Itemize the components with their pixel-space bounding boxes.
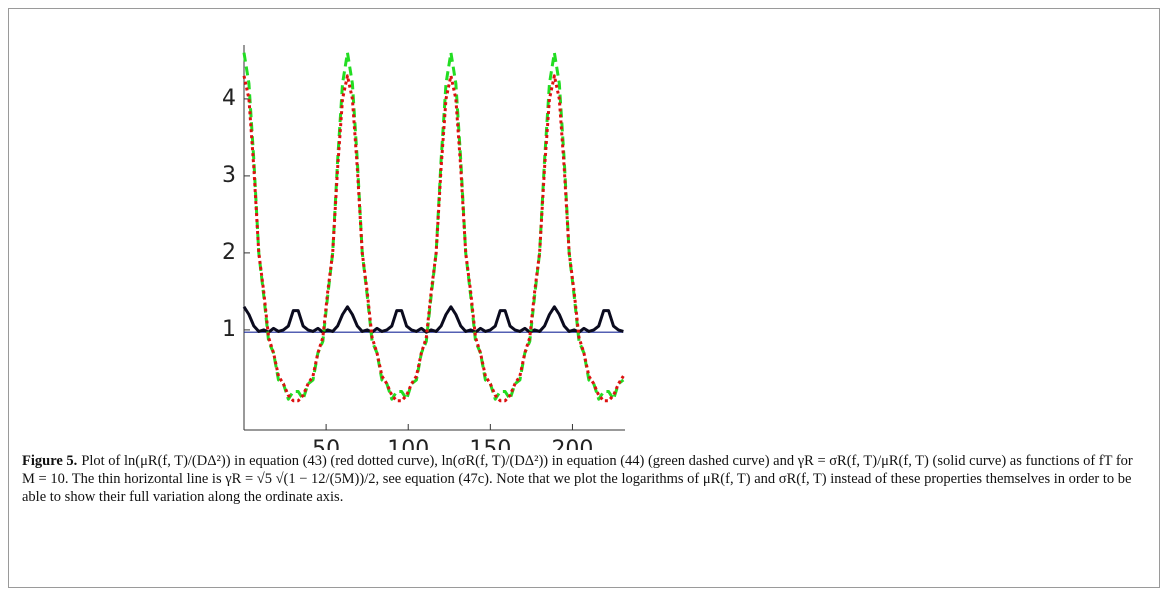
chart: 1 2 3 4 50 100 150 200	[222, 45, 625, 450]
y-tick-label: 2	[222, 240, 236, 265]
series-line	[242, 51, 625, 401]
caption: Figure 5. Plot of ln(μR(f, T)/(DΔ²)) in e…	[22, 452, 1144, 506]
series-line	[242, 74, 625, 403]
y-tick-label: 4	[222, 86, 236, 111]
series-line	[242, 305, 624, 334]
x-tick-label: 150	[469, 437, 511, 450]
x-tick-label: 50	[312, 437, 340, 450]
figure-frame	[8, 8, 1160, 588]
y-tick-label: 1	[222, 317, 236, 342]
x-tick-label: 100	[387, 437, 429, 450]
y-tick-label: 3	[222, 163, 236, 188]
caption-label: Figure 5.	[22, 453, 78, 469]
caption-text: Plot of ln(μR(f, T)/(DΔ²)) in equation (…	[22, 453, 1133, 505]
x-tick-label: 200	[551, 437, 593, 450]
